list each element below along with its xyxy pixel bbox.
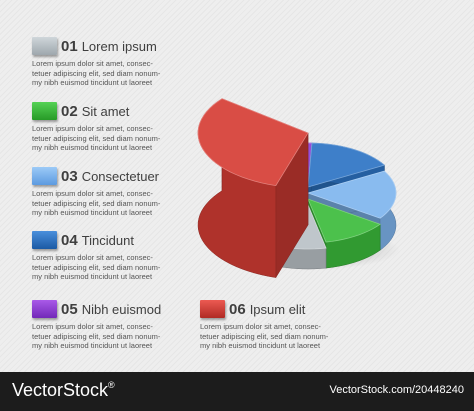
brand-name: VectorStock — [12, 380, 109, 400]
legend-body: Lorem ipsum dolor sit amet, consec-tetue… — [32, 253, 161, 281]
legend-item-02: 02 Sit amet Lorem ipsum dolor sit amet, … — [32, 101, 202, 153]
brand-reg: ® — [108, 380, 115, 390]
legend-swatch-02 — [32, 102, 57, 120]
legend-body: Lorem ipsum dolor sit amet, consec-tetue… — [32, 59, 161, 87]
legend-title: Nibh euismod — [81, 301, 162, 317]
legend-swatch-04 — [32, 231, 57, 249]
pie-chart-3d — [197, 98, 400, 279]
legend-number: 03 — [61, 167, 78, 185]
legend-swatch-03 — [32, 167, 57, 185]
legend-body: Lorem ipsum dolor sit amet, consec-tetue… — [32, 322, 161, 350]
legend-item-05: 05 Nibh euismod Lorem ipsum dolor sit am… — [32, 299, 202, 351]
legend-item-06: 06 Ipsum elit Lorem ipsum dolor sit amet… — [200, 299, 370, 351]
legend-item-01: 01 Lorem ipsum Lorem ipsum dolor sit ame… — [32, 36, 202, 88]
pie-slice-02-top — [307, 198, 381, 243]
pie-slice-06-top — [197, 98, 309, 187]
legend-body: Lorem ipsum dolor sit amet, consec-tetue… — [200, 322, 329, 350]
legend-number: 02 — [61, 102, 78, 120]
pie-slice-04-top — [307, 142, 386, 188]
legend-title: Consectetuer — [81, 168, 160, 184]
legend-item-03: 03 Consectetuer Lorem ipsum dolor sit am… — [32, 166, 202, 218]
legend-body: Lorem ipsum dolor sit amet, consec-tetue… — [32, 124, 161, 152]
pie-slice-03-top — [306, 170, 397, 219]
legend-body: Lorem ipsum dolor sit amet, consec-tetue… — [32, 189, 161, 217]
legend-title: Ipsum elit — [249, 301, 306, 317]
legend-swatch-06 — [200, 300, 225, 318]
legend-swatch-01 — [32, 37, 57, 55]
legend-title: Sit amet — [81, 103, 130, 119]
footer-bar: VectorStock® VectorStock.com/20448240 — [0, 372, 474, 411]
image-id: VectorStock.com/20448240 — [329, 384, 464, 396]
legend-item-04: 04 Tincidunt Lorem ipsum dolor sit amet,… — [32, 230, 202, 282]
legend-title: Lorem ipsum — [81, 38, 157, 54]
legend-title: Tincidunt — [81, 232, 134, 248]
legend-number: 01 — [61, 37, 78, 55]
legend-number: 04 — [61, 231, 78, 249]
pie-slices — [197, 98, 397, 279]
legend-number: 05 — [61, 300, 78, 318]
legend-swatch-05 — [32, 300, 57, 318]
brand-logo: VectorStock® — [12, 380, 115, 401]
legend-number: 06 — [229, 300, 246, 318]
